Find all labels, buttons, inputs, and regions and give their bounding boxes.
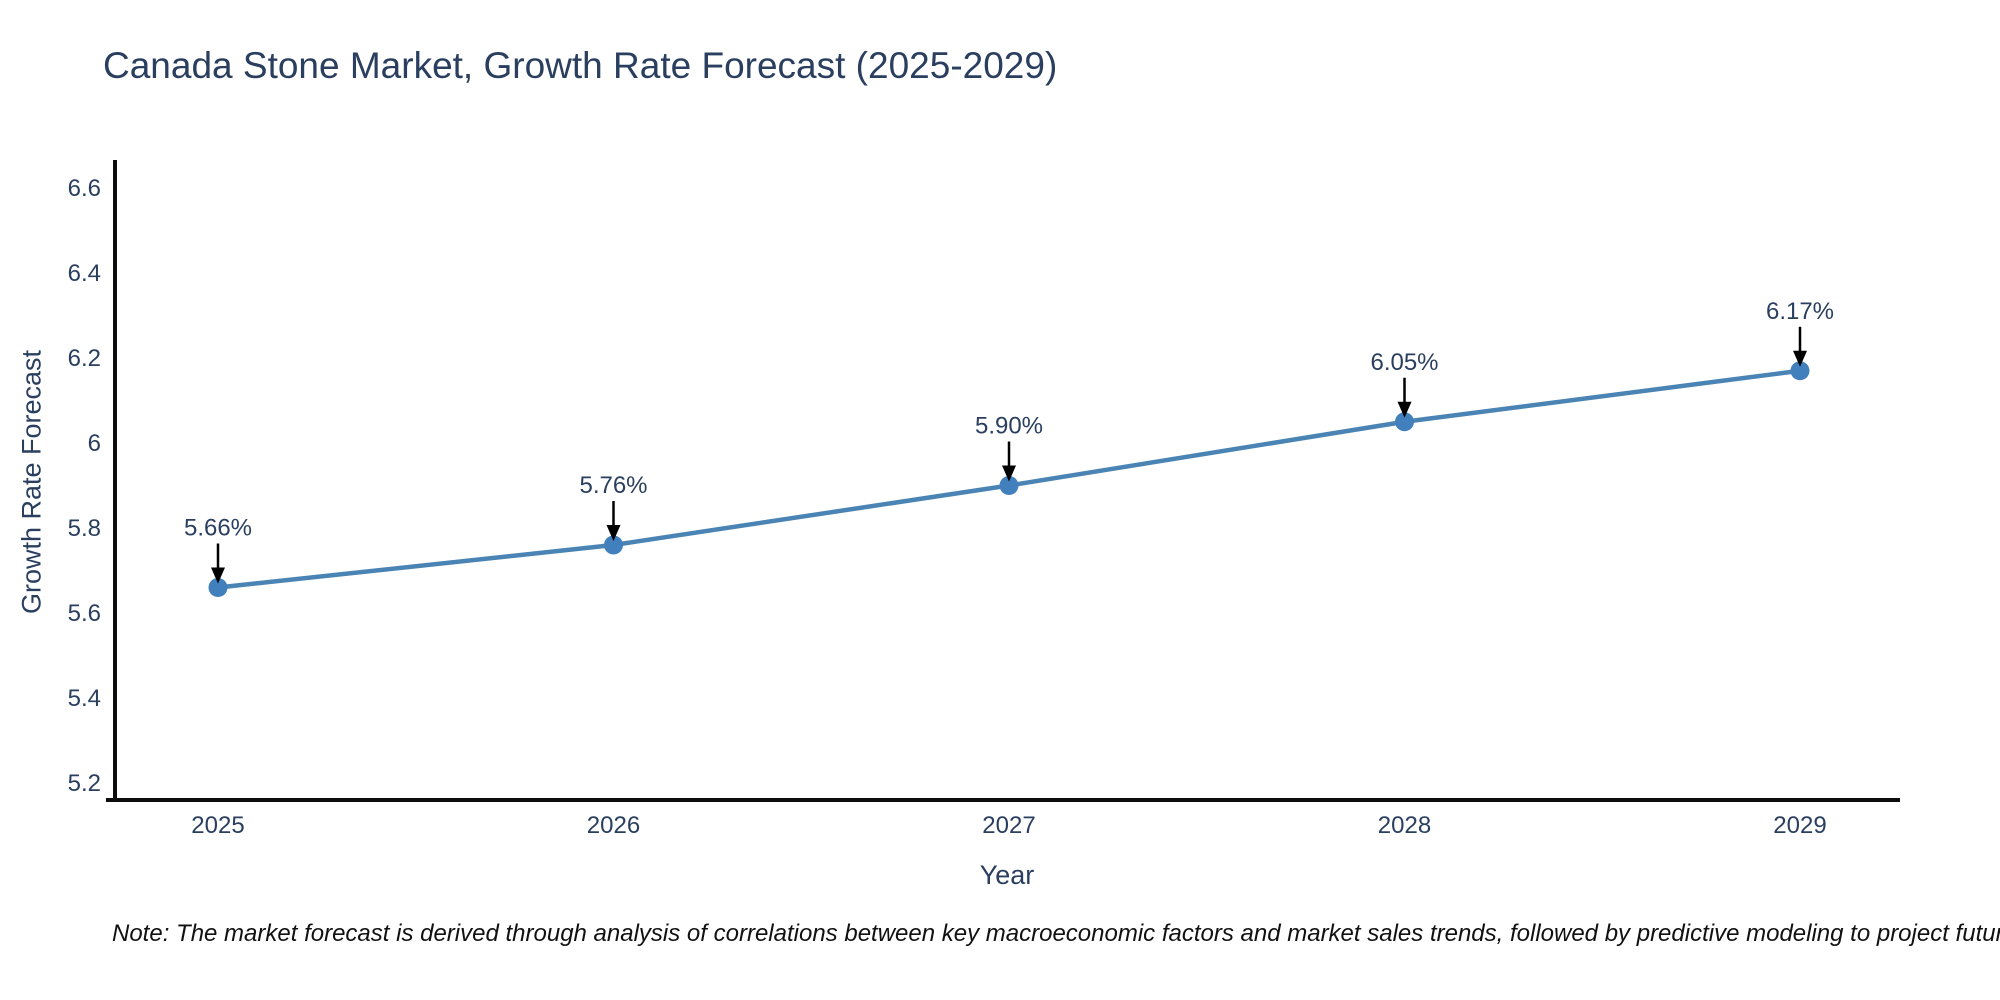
- x-tick-label: 2025: [191, 812, 244, 839]
- x-tick-label: 2026: [587, 812, 640, 839]
- data-point[interactable]: [208, 578, 228, 597]
- annotation-arrowhead-icon: [1793, 350, 1807, 367]
- x-tick-label: 2029: [1773, 812, 1826, 839]
- annotation-arrowhead-icon: [1397, 401, 1412, 418]
- data-point[interactable]: [604, 535, 623, 555]
- y-tick-label: 5.2: [68, 770, 101, 797]
- y-tick-label: 6: [88, 430, 101, 457]
- data-point-label: 5.76%: [579, 472, 647, 499]
- y-tick-label: 5.8: [68, 515, 101, 542]
- chart-title: Canada Stone Market, Growth Rate Forecas…: [103, 45, 1058, 86]
- y-tick-label: 6.4: [68, 260, 101, 287]
- y-tick-label: 6.2: [68, 345, 101, 372]
- data-point-label: 6.05%: [1370, 349, 1438, 376]
- x-tick-label: 2028: [1378, 812, 1431, 839]
- data-point[interactable]: [1790, 361, 1810, 381]
- data-point-label: 6.17%: [1766, 298, 1834, 325]
- y-tick-label: 6.6: [68, 175, 101, 202]
- footnote: Note: The market forecast is derived thr…: [112, 920, 2000, 947]
- annotation-arrowhead-icon: [1002, 465, 1016, 482]
- data-point[interactable]: [1395, 412, 1414, 432]
- y-tick-label: 5.4: [68, 685, 101, 712]
- data-point[interactable]: [999, 476, 1019, 495]
- annotation-arrowhead-icon: [606, 525, 621, 541]
- data-point-label: 5.66%: [184, 515, 252, 542]
- y-axis-title: Growth Rate Forecast: [16, 349, 47, 615]
- x-axis-title: Year: [979, 860, 1035, 890]
- data-point-label: 5.90%: [975, 413, 1043, 440]
- x-tick-label: 2027: [982, 812, 1035, 839]
- y-tick-label: 5.6: [68, 600, 101, 627]
- annotation-arrowhead-icon: [211, 567, 225, 584]
